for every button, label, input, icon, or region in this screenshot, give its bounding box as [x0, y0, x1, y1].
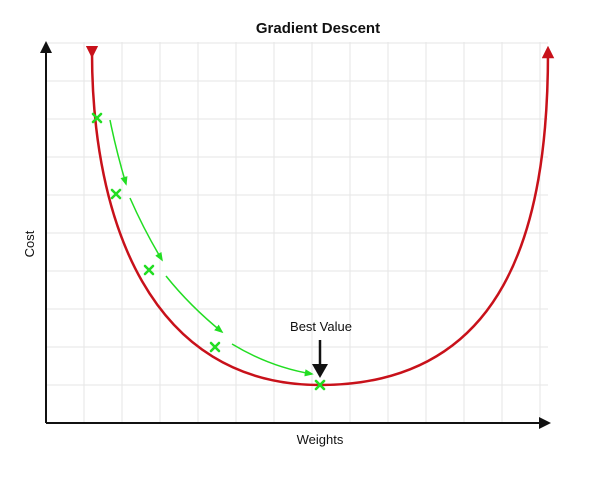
step-marker-1	[91, 112, 103, 124]
step-marker-4	[209, 341, 221, 353]
step-marker-2	[110, 188, 122, 200]
best-value-arrowhead	[312, 364, 328, 378]
step-arrow-1	[109, 119, 128, 186]
descent-step-markers	[91, 112, 326, 391]
x-axis-label: Weights	[297, 432, 344, 447]
y-axis-label: Cost	[22, 230, 37, 257]
step-arrow-4	[231, 343, 314, 377]
step-arrow-3	[165, 275, 224, 334]
diagram-title: Gradient Descent	[256, 20, 380, 37]
best-value-label: Best Value	[290, 319, 352, 334]
descent-step-arrows	[109, 119, 314, 377]
step-marker-5	[314, 379, 326, 391]
background-grid	[46, 42, 548, 423]
step-marker-3	[143, 264, 155, 276]
step-arrow-2	[129, 197, 163, 262]
